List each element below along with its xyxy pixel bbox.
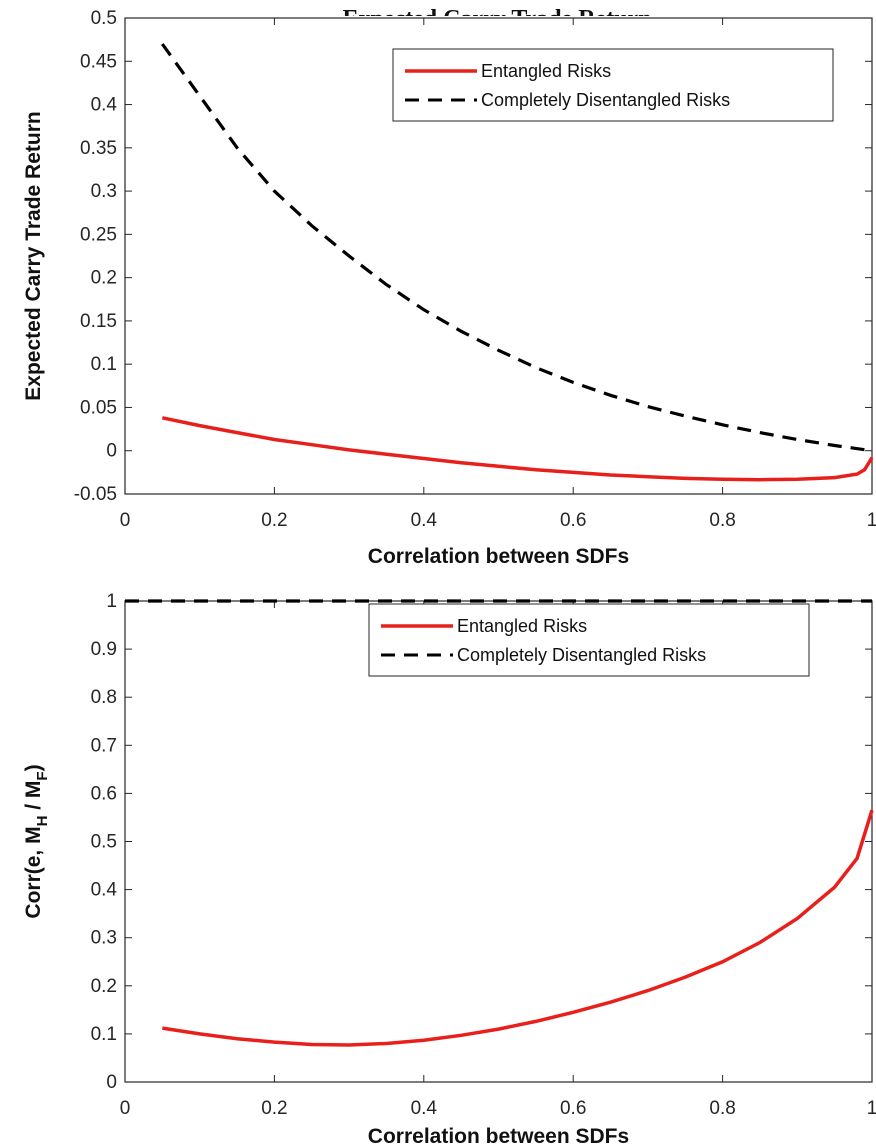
y-tick-label: 0.4	[91, 880, 118, 901]
figure-title-clip: Expected Carry Trade Return	[342, 6, 651, 32]
series-line-entangled-risks	[161, 416, 874, 482]
y-tick-label: 0.1	[91, 354, 117, 375]
y-tick-label: 0.2	[91, 976, 117, 997]
y-tick-label: 1	[106, 591, 117, 612]
y-axis-title-part: )	[22, 764, 45, 771]
series-line-entangled-risks	[162, 809, 874, 1047]
y-tick-label: 0.6	[91, 783, 117, 804]
series-line-completely-disentangled-risks	[161, 43, 873, 453]
x-tick-label: 0.4	[411, 510, 438, 531]
y-tick-label: 0	[106, 1072, 117, 1093]
x-tick-label: 0.4	[411, 1098, 438, 1119]
y-tick-label: 0.5	[91, 8, 117, 29]
legend: Entangled Risks Completely Disentangled R…	[392, 48, 834, 122]
y-tick-label: 0.15	[80, 311, 117, 332]
legend-box	[392, 48, 834, 122]
y-tick-label: 0.2	[91, 268, 117, 289]
x-tick-label: 0.2	[261, 1098, 287, 1119]
x-tick-label: 0	[120, 1098, 131, 1119]
y-tick-label: 0.45	[80, 51, 117, 72]
legend-label: Entangled Risks	[481, 61, 611, 81]
y-tick-label: 0.3	[91, 181, 117, 202]
y-tick-label: 0.1	[91, 1024, 117, 1045]
y-axis-title: Expected Carry Trade Return	[22, 111, 45, 400]
x-tick-label: 1	[867, 1098, 876, 1119]
legend-label: Completely Disentangled Risks	[481, 90, 730, 110]
y-tick-label: 0.4	[91, 95, 118, 116]
plot-area	[124, 600, 873, 1083]
y-axis-title: Corr(e, MH / MF)	[22, 764, 51, 918]
x-axis-title: Correlation between SDFs	[368, 545, 629, 568]
y-tick-label: -0.05	[74, 484, 117, 505]
y-axis-title-part: Corr(e, M	[22, 826, 45, 918]
y-tick-label: 0.7	[91, 735, 117, 756]
x-tick-label: 0.6	[560, 510, 586, 531]
y-axis-title-part: / M	[22, 781, 45, 816]
x-tick-label: 0.2	[261, 510, 287, 531]
bottom-plot: 0 0.2 0.4 0.6 0.8 1 0 0.1 0.2 0.3 0.4 0.5 0.6 0.7 0.8 0…	[22, 591, 876, 1147]
y-axis-title-part: H	[34, 816, 51, 827]
x-tick-label: 0.6	[560, 1098, 586, 1119]
y-tick-label: 0.35	[80, 138, 117, 159]
y-tick-label: 0.9	[91, 639, 117, 660]
legend-label: Entangled Risks	[457, 616, 587, 636]
x-tick-label: 0.8	[709, 510, 735, 531]
y-tick-label: 0.25	[80, 224, 117, 245]
y-tick-label: 0.5	[91, 832, 117, 853]
legend-box	[368, 603, 810, 677]
top-plot: 0 0.2 0.4 0.6 0.8 1-0.0500.050.10.150.20.250.…	[22, 8, 876, 568]
legend: Entangled Risks Completely Disentangled R…	[368, 603, 810, 677]
y-tick-label: 0.8	[91, 687, 117, 708]
y-tick-label: 0.05	[80, 397, 117, 418]
x-axis-title: Correlation between SDFs	[368, 1125, 629, 1147]
x-tick-label: 0.8	[709, 1098, 735, 1119]
y-axis-title-part: F	[34, 771, 51, 780]
y-tick-label: 0.3	[91, 928, 117, 949]
x-tick-label: 1	[867, 510, 876, 531]
x-tick-label: 0	[120, 510, 131, 531]
figure-title: Expected Carry Trade Return	[342, 6, 651, 32]
y-tick-label: 0	[106, 441, 117, 462]
legend-label: Completely Disentangled Risks	[457, 645, 706, 665]
